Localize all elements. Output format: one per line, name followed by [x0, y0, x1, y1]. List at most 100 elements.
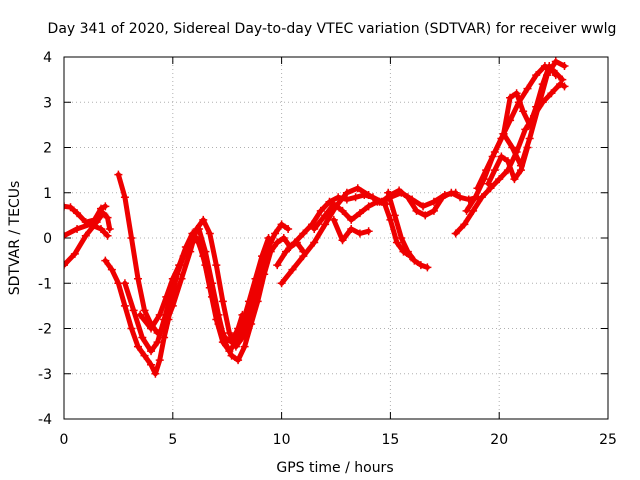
- data-point: [205, 229, 214, 238]
- data-point: [547, 89, 556, 98]
- data-point: [329, 200, 338, 209]
- x-tick-label: 10: [273, 432, 291, 448]
- y-axis-label: SDTVAR / TECUs: [7, 181, 23, 296]
- x-tick-label: 25: [599, 432, 617, 448]
- data-point: [153, 338, 162, 347]
- data-point: [560, 82, 569, 91]
- y-tick-label: -4: [38, 412, 52, 428]
- data-point: [133, 274, 142, 283]
- data-point: [70, 249, 79, 258]
- data-point: [532, 102, 541, 111]
- data-point: [290, 238, 299, 247]
- data-point: [168, 274, 177, 283]
- y-tick-label: 3: [43, 95, 52, 111]
- x-tick-label: 5: [168, 432, 177, 448]
- data-point: [64, 261, 68, 270]
- data-point: [532, 71, 541, 80]
- data-point: [558, 75, 567, 84]
- series-line-arc-7: [137, 235, 245, 345]
- data-point: [127, 324, 136, 333]
- data-point: [73, 224, 82, 233]
- x-tick-label: 0: [60, 432, 69, 448]
- data-point: [277, 279, 286, 288]
- data-point: [140, 306, 149, 315]
- data-point: [127, 234, 136, 242]
- data-point: [133, 342, 142, 351]
- data-point: [397, 234, 406, 242]
- x-tick-label: 15: [381, 432, 399, 448]
- data-point: [519, 107, 528, 116]
- data-point: [99, 209, 108, 218]
- data-point: [288, 265, 297, 274]
- data-point: [410, 256, 419, 265]
- data-point: [521, 125, 530, 134]
- data-point: [271, 229, 280, 238]
- y-tick-label: -1: [38, 276, 52, 292]
- data-point: [451, 229, 460, 238]
- data-point: [140, 351, 149, 360]
- data-point: [412, 206, 421, 215]
- data-point: [120, 301, 129, 310]
- data-point: [147, 347, 156, 356]
- data-point: [277, 220, 286, 229]
- data-point: [251, 274, 260, 283]
- data-point: [160, 315, 169, 324]
- data-point: [421, 211, 430, 220]
- data-point: [258, 252, 267, 261]
- data-point: [523, 84, 532, 93]
- data-point: [273, 238, 282, 247]
- data-point: [338, 236, 347, 245]
- series-line-arc-5: [115, 172, 291, 350]
- data-point: [214, 319, 223, 328]
- data-point: [462, 206, 471, 215]
- data-point: [234, 356, 243, 365]
- data-point: [399, 247, 408, 256]
- data-point: [495, 175, 504, 184]
- data-point: [107, 265, 116, 274]
- x-tick-labels: 0 5 10 15 20 25: [60, 432, 617, 448]
- data-point: [523, 143, 532, 152]
- data-point: [310, 224, 319, 233]
- data-point: [503, 157, 512, 166]
- data-point: [384, 188, 393, 197]
- data-point: [281, 247, 290, 256]
- data-point: [234, 324, 243, 333]
- data-point: [264, 234, 273, 242]
- data-point: [279, 234, 288, 242]
- data-point: [510, 175, 519, 184]
- data-point: [192, 224, 201, 233]
- y-tick-label: 1: [43, 186, 52, 202]
- data-point: [225, 329, 234, 338]
- data-point: [212, 261, 221, 270]
- data-point: [512, 89, 521, 98]
- y-tick-label: 4: [43, 50, 52, 66]
- data-point: [486, 184, 495, 193]
- data-point: [390, 211, 399, 220]
- data-point: [101, 202, 110, 211]
- data-point: [364, 202, 373, 211]
- data-point: [423, 263, 432, 272]
- data-point: [347, 215, 356, 224]
- data-point: [525, 134, 534, 143]
- data-point: [473, 184, 482, 193]
- data-point: [64, 202, 68, 211]
- data-point: [273, 261, 282, 270]
- data-point: [162, 292, 171, 301]
- data-point: [329, 215, 338, 224]
- data-point: [151, 369, 160, 378]
- data-point: [114, 170, 123, 179]
- data-point: [105, 224, 114, 233]
- plot-area: [64, 57, 569, 378]
- data-point: [86, 220, 95, 229]
- data-point: [81, 231, 90, 240]
- data-point: [347, 224, 356, 233]
- data-point: [538, 80, 547, 89]
- data-point: [155, 356, 164, 365]
- data-point: [227, 338, 236, 347]
- data-point: [316, 206, 325, 215]
- data-point: [103, 213, 112, 222]
- data-point: [353, 184, 362, 193]
- data-point: [419, 202, 428, 211]
- y-tick-label: 0: [43, 231, 52, 247]
